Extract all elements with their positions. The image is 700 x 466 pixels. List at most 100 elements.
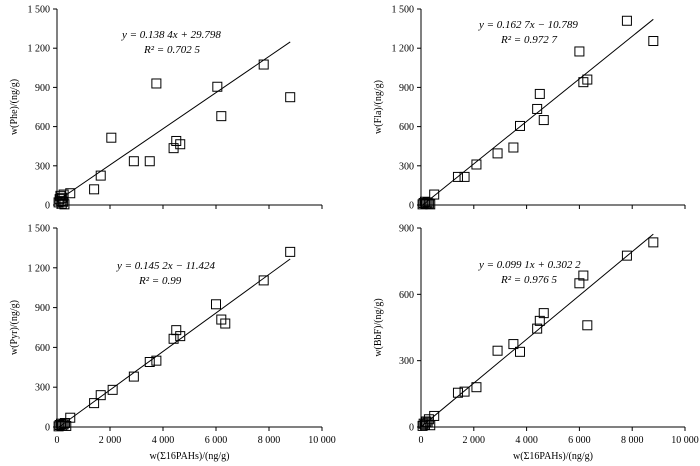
r-squared-label: R² = 0.976 5 [500,274,557,286]
data-point [89,398,100,409]
r-squared-label: R² = 0.702 5 [143,44,200,56]
data-point [492,148,503,159]
data-point [471,382,482,393]
data-point [144,356,155,367]
y-axis-label: w(Pyr)/(ng/g) [9,300,20,355]
data-point [538,308,549,319]
x-tick-label: 6 000 [568,435,591,446]
x-tick-label: 10 000 [671,435,699,446]
data-point [220,318,231,329]
data-point [54,420,65,431]
data-point [89,184,100,195]
y-tick-label: 300 [35,383,50,394]
y-axis-label: w(Phe)/(ng/g) [9,79,20,135]
y-tick-label: 1 200 [28,263,51,274]
data-point [422,197,433,208]
y-tick-label: 1 200 [28,44,51,55]
data-point [56,196,67,207]
data-point [648,237,659,248]
data-point [621,15,632,26]
data-point [648,36,659,47]
y-axis-label: w(Fla)/(ng/g) [373,80,384,134]
data-point [574,278,585,289]
data-point [429,189,440,200]
y-tick-label: 1 500 [28,224,51,235]
data-point [171,325,182,336]
data-point [175,139,186,150]
x-tick-label: 8 000 [258,435,281,446]
y-tick-label: 900 [399,224,414,235]
y-tick-label: 0 [409,201,414,212]
data-point [515,120,525,131]
data-point [419,196,430,207]
data-point [55,418,66,429]
data-point [59,418,70,429]
data-point [95,390,106,401]
y-tick-label: 0 [45,423,50,434]
y-tick-label: 900 [35,83,50,94]
data-point [216,314,227,325]
data-point [106,132,117,143]
data-point [175,331,186,342]
y-tick-label: 300 [399,356,414,367]
y-tick-label: 1 200 [392,44,415,55]
data-point [107,384,118,395]
data-point [258,59,269,70]
data-point [471,159,482,170]
data-point [538,115,549,126]
y-tick-label: 300 [399,161,414,172]
y-tick-label: 900 [35,303,50,314]
y-tick-label: 1 500 [28,5,51,16]
y-axis-label: w(BbF)/(ng/g) [373,298,384,356]
y-tick-label: 600 [35,343,50,354]
data-point [423,198,434,209]
data-point [95,170,106,181]
data-point [452,387,463,398]
data-point [508,142,519,153]
data-point [418,198,429,209]
data-point [508,339,519,350]
data-point [421,416,432,427]
data-point [53,421,64,432]
data-point [515,346,525,357]
regression-equation: y = 0.145 2x − 11.424 [116,260,216,272]
data-point [534,88,545,99]
data-point [621,250,632,261]
regression-line [422,18,654,206]
data-point [459,386,470,397]
data-point [419,419,430,430]
y-tick-label: 600 [35,122,50,133]
data-point [422,417,433,428]
data-point [285,246,296,257]
x-tick-label: 2 000 [99,435,122,446]
data-point [151,78,162,89]
data-point [425,199,436,210]
x-tick-label: 2 000 [463,435,486,446]
data-point [582,320,593,331]
data-point [417,199,428,210]
data-point [423,414,434,425]
data-point [534,315,545,326]
data-point [582,74,593,85]
y-tick-label: 600 [399,122,414,133]
y-tick-label: 600 [399,290,414,301]
chart-panel-2: 0 300 600 900 1 200 1 500 w(Fla)/(ng/g) y = 0.1… [373,5,686,212]
chart-panel-3: 0 2 000 4 000 6 000 8 000 10 000 0 300 600 900 1 2… [9,224,336,463]
data-point [258,275,269,286]
data-point [168,143,179,154]
x-tick-label: 8 000 [621,435,644,446]
data-point [574,46,585,57]
data-point [578,270,589,281]
chart-panel-1: 0 300 600 900 1 200 1 500 w(Phe)/(ng/g) y = 0.1… [9,5,323,212]
data-point [128,371,139,382]
data-point [212,81,223,92]
data-point [429,410,440,421]
data-point [492,345,503,356]
y-tick-label: 900 [399,83,414,94]
data-point [58,196,69,207]
regression-equation: y = 0.138 4x + 29.798 [121,29,221,41]
data-point [532,103,543,114]
x-axis-label: w(Σ16PAHs)/(ng/g) [513,451,593,462]
data-point [59,199,70,210]
y-tick-label: 0 [45,201,50,212]
